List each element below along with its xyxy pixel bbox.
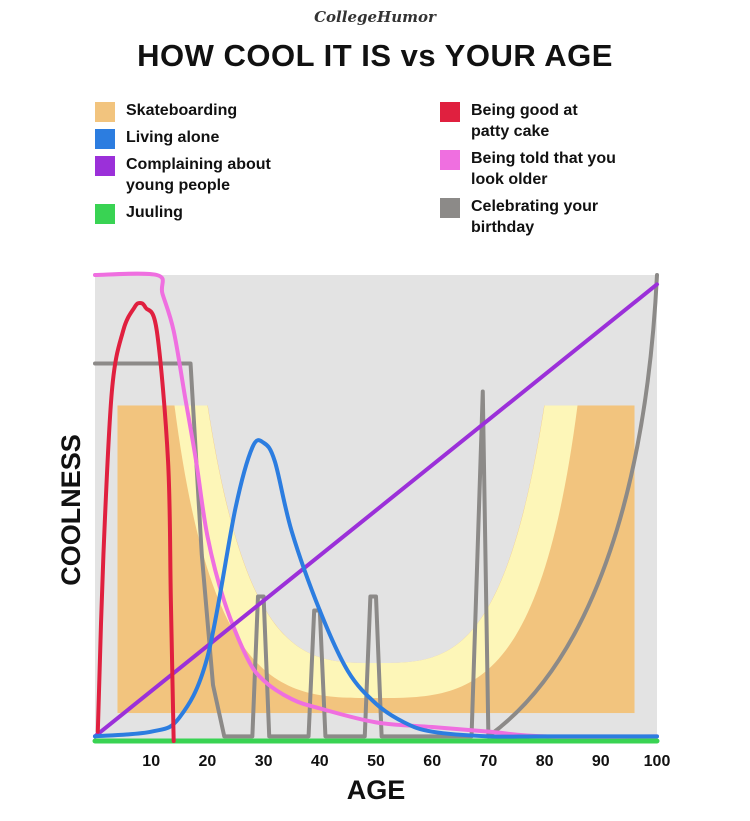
legend-label: Living alone	[126, 129, 220, 146]
legend-item-birthday: Celebrating your birthday	[440, 196, 631, 238]
x-tick-label: 80	[536, 753, 554, 770]
chart-title: HOW COOL IT IS vs YOUR AGE	[137, 38, 613, 73]
x-tick-label: 10	[142, 753, 160, 770]
x-tick-label: 90	[592, 753, 610, 770]
legend-label: Being good at patty cake	[471, 102, 578, 140]
swatch-birthday	[440, 198, 460, 218]
legend-item-juuling: Juuling	[95, 202, 395, 224]
swatch-living-alone	[95, 129, 115, 149]
legend-label: Juuling	[126, 204, 183, 221]
brand-logo: CollegeHumor	[314, 8, 436, 26]
swatch-patty-cake	[440, 102, 460, 122]
swatch-skateboarding	[95, 102, 115, 122]
legend-item-living-alone: Living alone	[95, 127, 395, 149]
series-being-told-that-you-look-older	[93, 271, 659, 739]
x-tick-label: 100	[644, 753, 671, 770]
series-being-good-at-patty-cake	[95, 300, 176, 743]
skateboard-ramp-inner	[207, 275, 545, 664]
legend-label: Celebrating your birthday	[471, 198, 599, 236]
swatch-complaining	[95, 156, 115, 176]
series-celebrating-your-birthday	[93, 273, 659, 739]
legend-item-patty-cake: Being good at patty cake	[440, 100, 611, 142]
x-tick-label: 60	[423, 753, 441, 770]
legend-left: Skateboarding Living alone Complaining a…	[95, 100, 395, 229]
legend-label: Skateboarding	[126, 102, 238, 119]
x-tick-label: 30	[255, 753, 273, 770]
series-living-alone	[93, 438, 659, 739]
legend-item-complaining: Complaining about young people	[95, 154, 316, 196]
swatch-juuling	[95, 204, 115, 224]
x-tick-label: 40	[311, 753, 329, 770]
series-complaining-about-young-people	[93, 282, 659, 739]
x-axis-label: AGE	[347, 775, 406, 805]
x-tick-label: 70	[480, 753, 498, 770]
x-tick-label: 50	[367, 753, 385, 770]
legend-item-skateboarding: Skateboarding	[95, 100, 395, 122]
y-axis-label: COOLNESS	[56, 434, 86, 586]
legend-right: Being good at patty cake Being told that…	[440, 100, 720, 244]
legend-label: Being told that you look older	[471, 150, 616, 188]
x-tick-label: 20	[199, 753, 217, 770]
legend-item-look-older: Being told that you look older	[440, 148, 621, 190]
legend-label: Complaining about young people	[126, 156, 271, 194]
swatch-look-older	[440, 150, 460, 170]
